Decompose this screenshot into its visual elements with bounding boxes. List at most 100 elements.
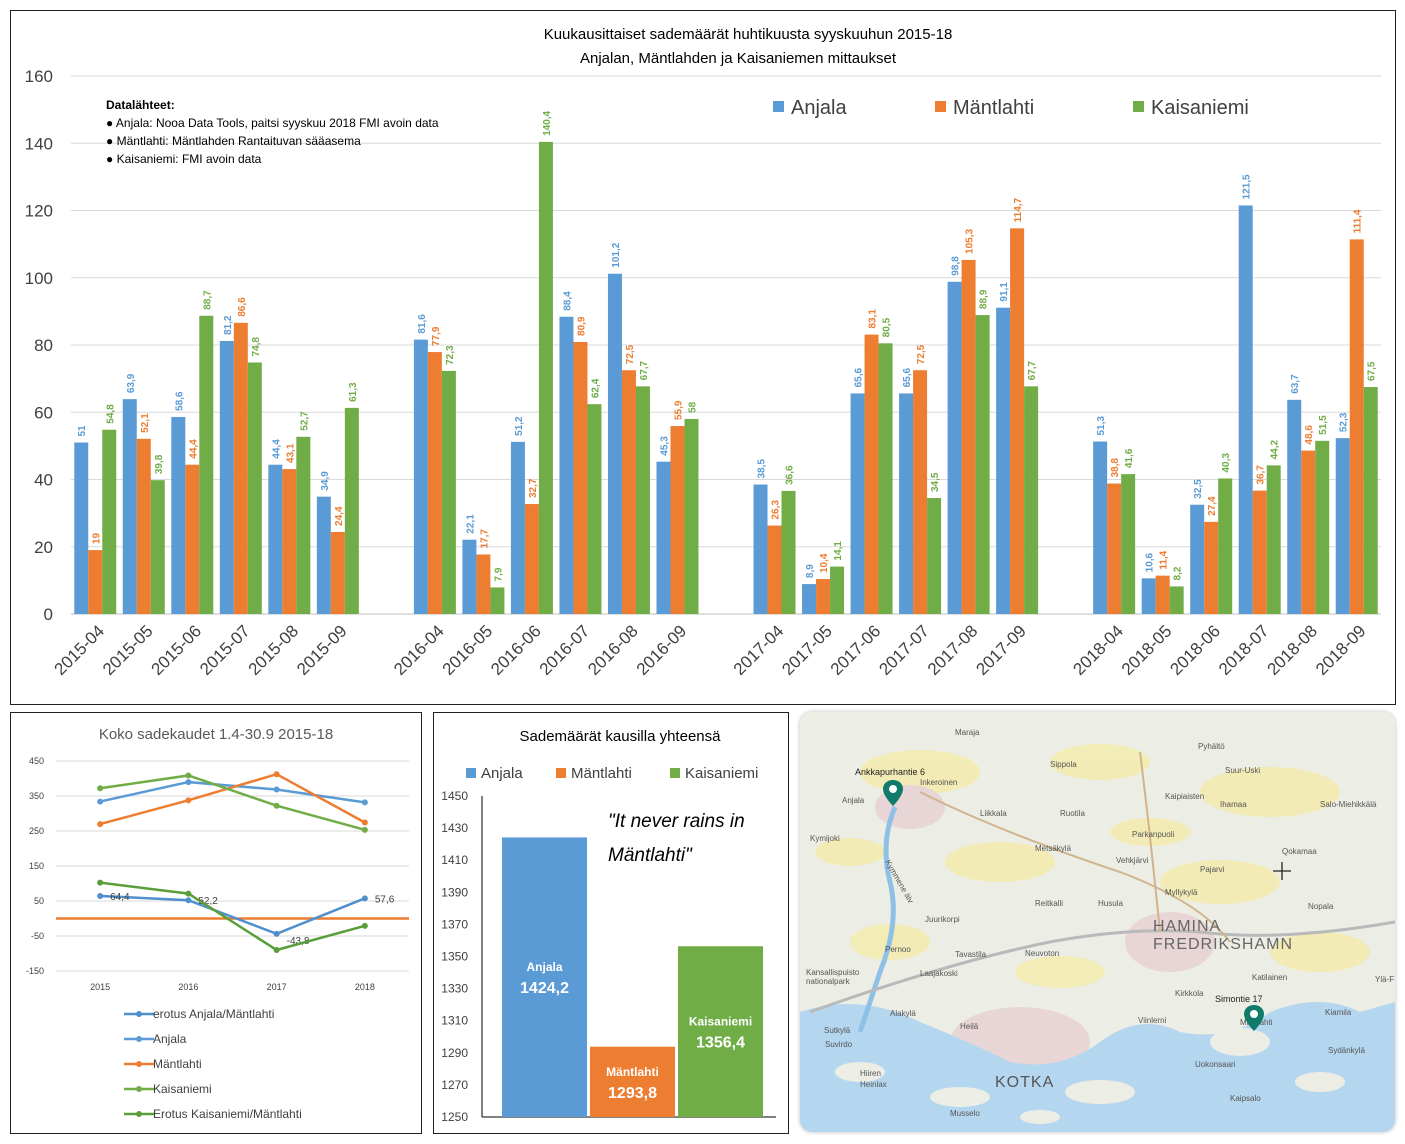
season-point	[273, 802, 280, 809]
main-x-tick-label: 2018-08	[1263, 621, 1321, 679]
main-bar	[1238, 205, 1253, 615]
main-data-label: 121,5	[1242, 174, 1253, 199]
map-place: Vehkjärvi	[1116, 856, 1149, 865]
map-place: Laajakoski	[920, 969, 958, 978]
main-legend: Anjala Mäntlahti Kaisaniemi	[773, 97, 1249, 119]
main-chart-panel: Kuukausittaiset sademäärät huhtikuusta s…	[10, 10, 1396, 705]
season-data-label: 52,2	[198, 896, 218, 907]
main-bar	[1301, 450, 1316, 614]
main-bar	[344, 407, 359, 614]
main-bar	[816, 579, 831, 614]
main-data-label: 52,1	[140, 413, 151, 433]
map-place: Ihamaa	[1220, 800, 1247, 809]
main-data-label: 39,8	[154, 454, 165, 474]
main-bar	[1155, 575, 1170, 614]
main-bar	[1169, 586, 1184, 614]
totals-y-tick-label: 1410	[441, 853, 468, 867]
main-bar	[171, 416, 186, 614]
totals-bar-value-label: 1356,4	[696, 1035, 745, 1052]
main-bar	[587, 404, 602, 614]
main-bar	[1349, 239, 1364, 615]
main-data-label: 88,7	[202, 290, 213, 310]
season-series-line	[99, 774, 366, 832]
totals-legend-swatch	[466, 768, 476, 778]
main-bar	[1363, 387, 1378, 614]
main-bar	[296, 436, 311, 614]
totals-quote-line-2: Mäntlahti"	[608, 845, 693, 866]
main-y-tick-label: 120	[25, 202, 53, 221]
main-data-label: 51,3	[1096, 416, 1107, 436]
main-bar	[1190, 504, 1205, 614]
main-data-label: 34,5	[930, 472, 941, 492]
map-place: Simontie 17	[1215, 994, 1263, 1004]
main-bar	[510, 441, 525, 614]
main-data-label: 91,1	[999, 282, 1010, 302]
main-data-label: 65,6	[902, 368, 913, 388]
map-place: Ruotila	[1060, 809, 1085, 818]
main-data-label: 27,4	[1207, 496, 1218, 516]
main-data-label: 98,8	[951, 256, 962, 276]
season-x-tick-label: 2018	[355, 982, 375, 992]
main-data-label: 81,2	[223, 315, 234, 335]
main-x-tick-label: 2015-04	[51, 621, 109, 679]
main-data-label: 63,9	[126, 373, 137, 393]
main-data-label: 32,7	[528, 478, 539, 498]
main-y-tick-label: 40	[34, 471, 53, 490]
main-data-label: 14,1	[833, 541, 844, 561]
season-y-tick-label: 350	[29, 791, 44, 801]
main-bar	[850, 393, 865, 614]
main-bar	[996, 307, 1011, 614]
main-bar	[247, 362, 262, 614]
main-data-label: 80,9	[576, 316, 587, 336]
main-data-label: 43,1	[285, 443, 296, 463]
map-place: Heilä	[960, 1022, 979, 1031]
main-data-label: 38,8	[1110, 458, 1121, 478]
main-data-label: 11,4	[1159, 550, 1170, 569]
season-point	[361, 799, 368, 806]
map-place: Suvirdo	[825, 1040, 853, 1049]
totals-bar-category-label: Anjala	[526, 960, 562, 974]
main-bar	[684, 418, 699, 614]
map-marker-ankkapurhantie-icon[interactable]	[883, 780, 903, 806]
main-legend-swatch	[1133, 101, 1144, 112]
totals-bar	[678, 946, 763, 1117]
main-bar	[1287, 399, 1302, 614]
main-legend-swatch	[773, 101, 784, 112]
map-place: Neuvoton	[1025, 949, 1060, 958]
map-place: Parkanpuoli	[1132, 830, 1175, 839]
main-data-label: 10,6	[1145, 552, 1156, 572]
main-bar	[282, 469, 297, 614]
season-point	[185, 897, 192, 904]
main-data-label: 36,7	[1256, 465, 1267, 485]
main-x-tick-label: 2016-09	[633, 621, 691, 679]
main-data-label: 32,5	[1193, 479, 1204, 499]
main-bar	[947, 281, 962, 614]
main-x-tick-label: 2017-07	[875, 621, 933, 679]
main-bar	[767, 525, 782, 614]
totals-legend-label: Mäntlahti	[571, 765, 632, 782]
main-bar	[490, 587, 505, 614]
season-legend-marker	[136, 1036, 142, 1042]
main-legend-label: Anjala	[791, 97, 847, 119]
main-x-tick-label: 2018-06	[1166, 621, 1224, 679]
main-bar	[656, 461, 671, 614]
main-bar	[573, 341, 588, 614]
main-data-label: 22,1	[465, 514, 476, 534]
totals-y-tick-label: 1270	[441, 1078, 468, 1092]
main-data-label: 44,2	[1270, 439, 1281, 459]
main-bar	[1218, 478, 1233, 614]
map-marker-mantlahti-icon[interactable]	[1244, 1005, 1264, 1031]
main-data-label: 24,4	[334, 506, 345, 526]
main-bar	[1010, 228, 1025, 615]
main-bar	[441, 370, 456, 614]
map-place: HAMINA	[1153, 918, 1222, 935]
region-map[interactable]: Maraja Pyhältö Ankkapurhantie 6 Inkeroin…	[800, 712, 1395, 1132]
main-x-tick-label: 2016-08	[584, 621, 642, 679]
map-place: Kirkkola	[1175, 989, 1204, 998]
map-place: Pajarvi	[1200, 865, 1225, 874]
map-place: Kaipsalo	[1230, 1094, 1261, 1103]
season-legend-marker	[136, 1011, 142, 1017]
map-place: Musselo	[950, 1109, 980, 1118]
main-x-tick-label: 2018-04	[1069, 621, 1127, 679]
main-data-label: 67,7	[639, 360, 650, 380]
